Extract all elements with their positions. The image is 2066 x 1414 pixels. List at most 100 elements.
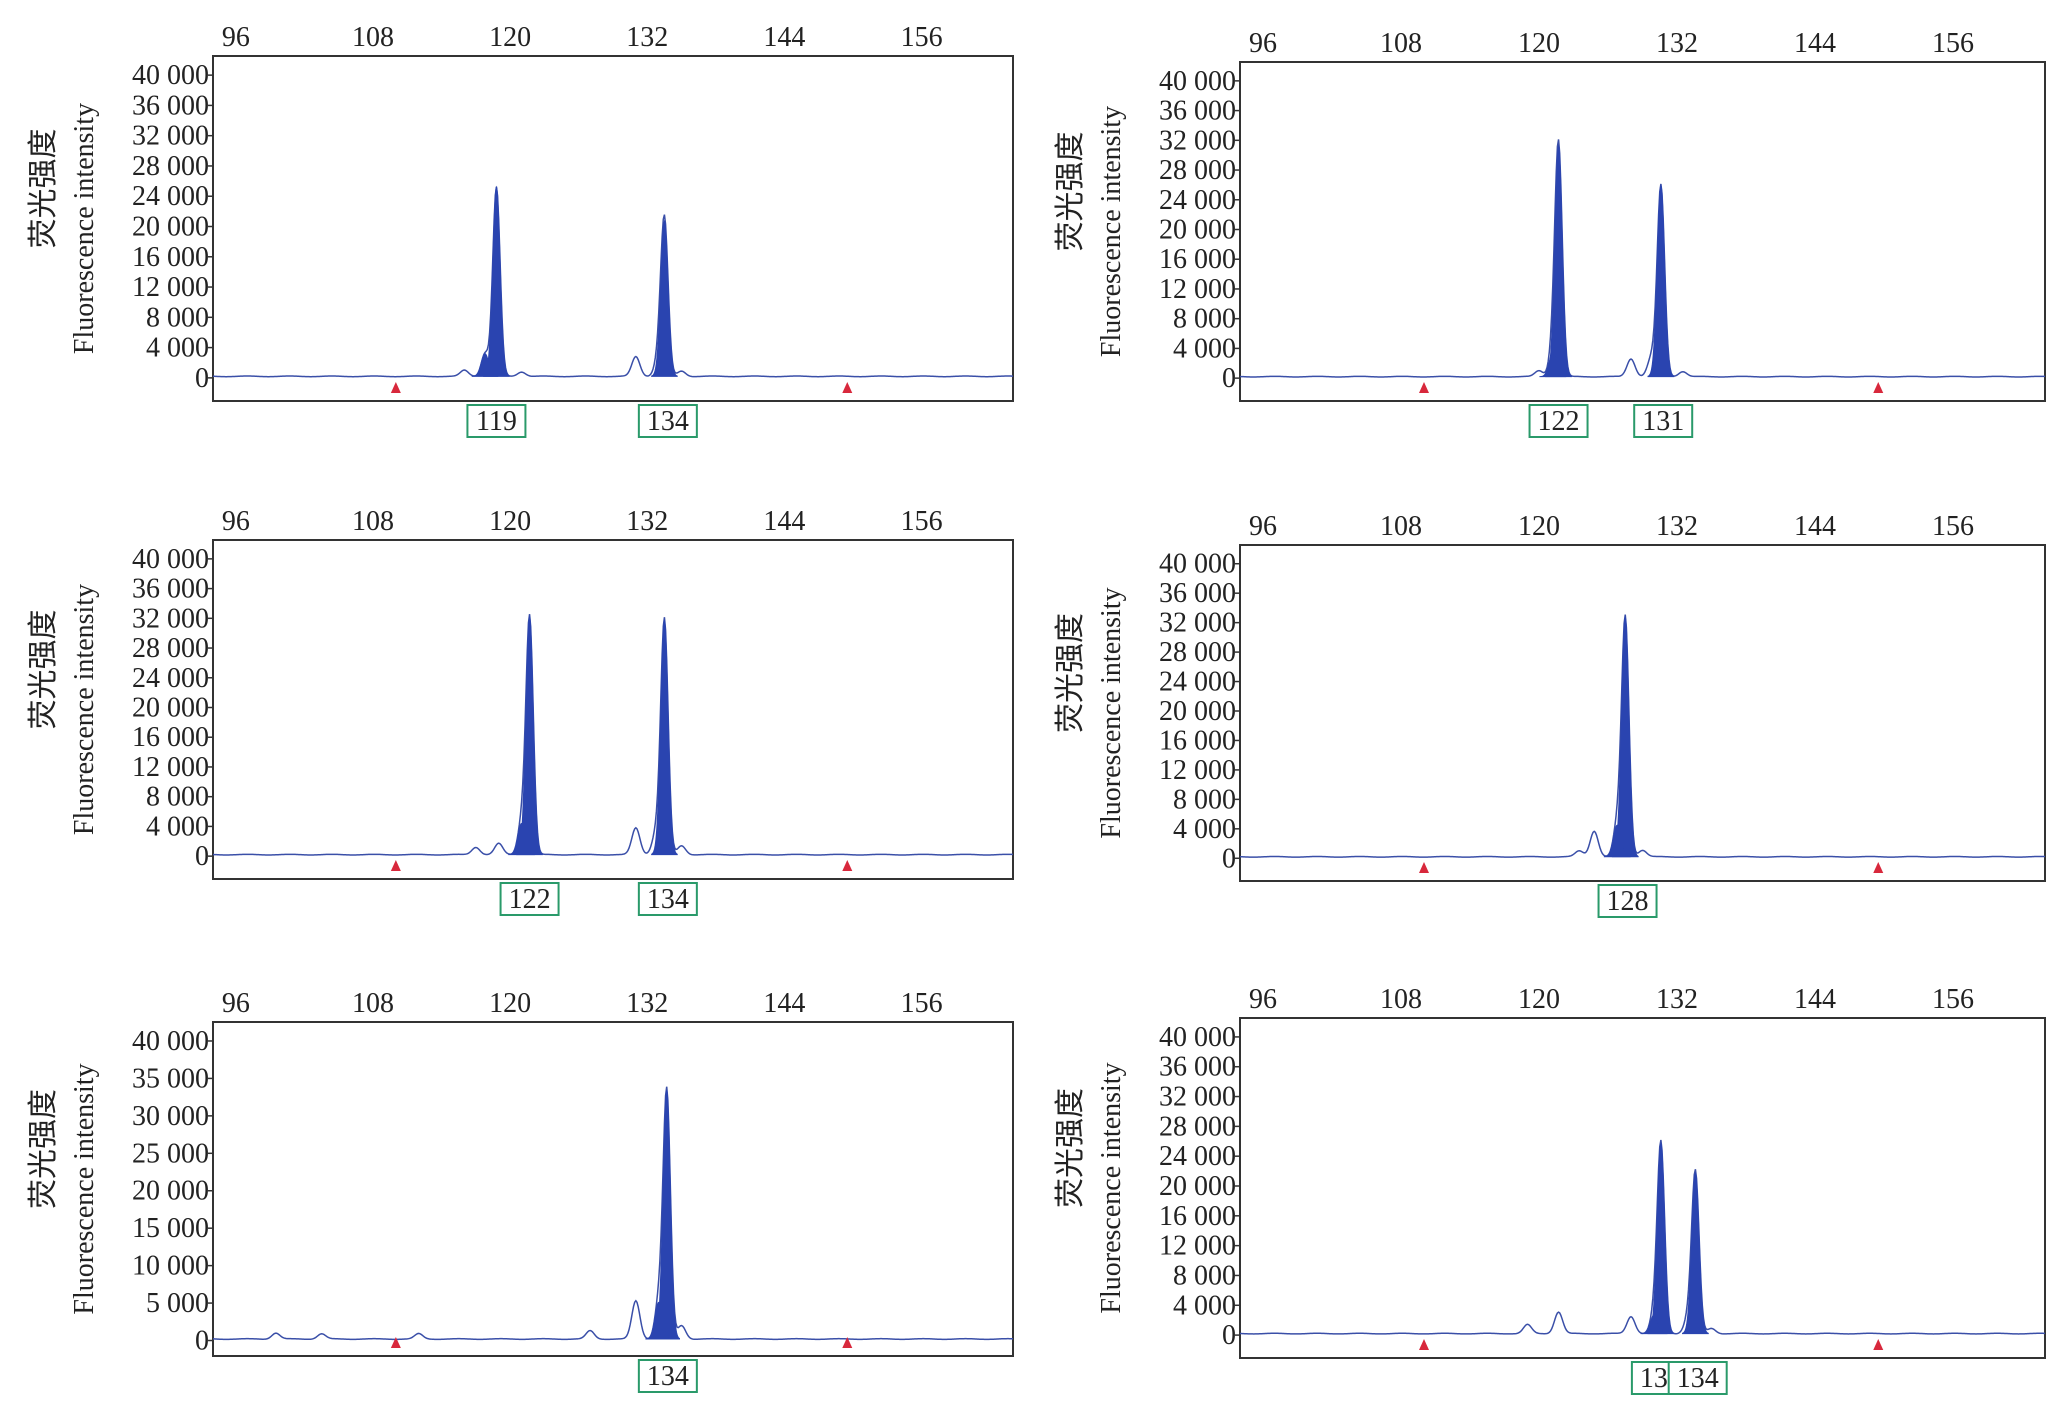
- x-tick-label: 96: [1249, 511, 1277, 542]
- y-tick-label: 20 000: [132, 212, 209, 243]
- allele-call-label: 131: [1642, 406, 1684, 437]
- x-tick-label: 96: [222, 506, 250, 537]
- y-axis-label-en: Fluorescence intensity: [1096, 1062, 1127, 1313]
- y-tick-label: 40 000: [1159, 1022, 1236, 1053]
- x-tick-label: 120: [1518, 28, 1560, 59]
- y-tick-label: 4 000: [1173, 333, 1236, 364]
- x-tick-label: 144: [1794, 28, 1836, 59]
- size-standard-marker: [1873, 382, 1884, 393]
- fluorescence-trace: [212, 186, 1014, 378]
- y-tick-label: 0: [195, 363, 209, 394]
- x-tick-label: 132: [1656, 984, 1698, 1015]
- x-tick-label: 96: [1249, 984, 1277, 1015]
- x-tick-label: 108: [352, 506, 394, 537]
- size-standard-marker: [390, 382, 401, 393]
- allele-call-box: [637, 404, 698, 438]
- x-tick-label: 156: [1932, 511, 1974, 542]
- x-tick-label: 108: [1380, 28, 1422, 59]
- allele-peak: [651, 219, 678, 377]
- plot-frame: [212, 55, 1014, 402]
- y-tick-label: 4 000: [1173, 1290, 1236, 1321]
- y-axis-label-en: Fluorescence intensity: [1096, 587, 1127, 838]
- x-tick-label: 96: [222, 22, 250, 53]
- x-tick-label: 132: [626, 988, 668, 1019]
- x-tick-label: 144: [763, 988, 805, 1019]
- x-tick-label: 144: [1794, 984, 1836, 1015]
- x-tick-label: 132: [626, 506, 668, 537]
- allele-peak: [508, 822, 535, 856]
- y-tick-label: 24 000: [1159, 1141, 1236, 1172]
- y-tick-label: 35 000: [132, 1063, 209, 1094]
- y-tick-label: 24 000: [1159, 185, 1236, 216]
- x-tick-label: 120: [489, 988, 531, 1019]
- y-tick-label: 20 000: [1159, 696, 1236, 727]
- size-standard-marker: [842, 1337, 853, 1348]
- size-standard-marker: [1873, 1339, 1884, 1350]
- y-tick-label: 0: [1222, 1320, 1236, 1351]
- y-tick-label: 24 000: [132, 663, 209, 694]
- allele-call-box: [1633, 404, 1694, 438]
- y-tick-label: 20 000: [1159, 1171, 1236, 1202]
- y-tick-label: 28 000: [132, 151, 209, 182]
- y-tick-label: 40 000: [1159, 549, 1236, 580]
- y-tick-label: 16 000: [132, 242, 209, 273]
- y-tick-label: 16 000: [1159, 1201, 1236, 1232]
- y-axis-label-cn: 荧光强度: [1054, 1088, 1087, 1208]
- y-tick-label: 12 000: [1159, 755, 1236, 786]
- size-standard-marker: [1419, 862, 1429, 873]
- y-tick-label: 12 000: [132, 272, 209, 303]
- size-standard-marker: [1419, 1339, 1429, 1350]
- y-tick-label: 4 000: [146, 811, 209, 842]
- y-tick-label: 24 000: [1159, 667, 1236, 698]
- allele-call-box: [466, 404, 527, 438]
- fluorescence-trace: [212, 1086, 1014, 1341]
- y-tick-label: 16 000: [132, 722, 209, 753]
- y-tick-label: 16 000: [1159, 725, 1236, 756]
- y-tick-label: 8 000: [1173, 304, 1236, 335]
- x-tick-label: 120: [1518, 511, 1560, 542]
- size-standard-marker: [842, 382, 853, 393]
- y-tick-label: 40 000: [1159, 66, 1236, 97]
- fluorescence-trace: [1239, 139, 2046, 378]
- y-tick-label: 25 000: [132, 1138, 209, 1169]
- allele-peak: [1682, 1171, 1709, 1335]
- y-tick-label: 0: [1222, 363, 1236, 394]
- x-tick-label: 132: [626, 22, 668, 53]
- plot-frame: [1239, 1017, 2046, 1359]
- x-tick-label: 156: [901, 22, 943, 53]
- fluorescence-trace: [1239, 1139, 2046, 1335]
- y-tick-label: 8 000: [146, 782, 209, 813]
- y-tick-label: 12 000: [1159, 274, 1236, 305]
- y-tick-label: 40 000: [132, 544, 209, 575]
- y-tick-label: 20 000: [132, 693, 209, 724]
- allele-call-label: 119: [476, 406, 517, 437]
- y-tick-label: 0: [195, 841, 209, 872]
- allele-peak: [1640, 1314, 1668, 1335]
- size-standard-marker: [390, 1337, 401, 1348]
- y-tick-label: 36 000: [132, 574, 209, 605]
- y-tick-label: 0: [1222, 843, 1236, 874]
- y-tick-label: 36 000: [1159, 96, 1236, 127]
- y-tick-label: 32 000: [1159, 608, 1236, 639]
- y-axis-label-cn: 荧光强度: [27, 610, 60, 730]
- y-tick-label: 8 000: [146, 302, 209, 333]
- y-axis-label-en: Fluorescence intensity: [69, 103, 100, 354]
- allele-peak: [1611, 615, 1639, 858]
- plot-frame: [212, 1021, 1014, 1357]
- y-axis-label-en: Fluorescence intensity: [1096, 106, 1127, 357]
- y-axis-label-cn: 荧光强度: [1054, 132, 1087, 252]
- y-tick-label: 4 000: [146, 333, 209, 364]
- y-tick-label: 4 000: [1173, 814, 1236, 845]
- y-tick-label: 20 000: [1159, 215, 1236, 246]
- allele-call-label: 122: [1538, 406, 1580, 437]
- allele-call-label: 134: [647, 1361, 689, 1392]
- fluorescence-trace: [1239, 614, 2046, 858]
- y-tick-label: 24 000: [132, 181, 209, 212]
- y-tick-label: 28 000: [1159, 1111, 1236, 1142]
- x-tick-label: 120: [489, 22, 531, 53]
- allele-call-box: [499, 882, 560, 916]
- y-tick-label: 8 000: [1173, 1260, 1236, 1291]
